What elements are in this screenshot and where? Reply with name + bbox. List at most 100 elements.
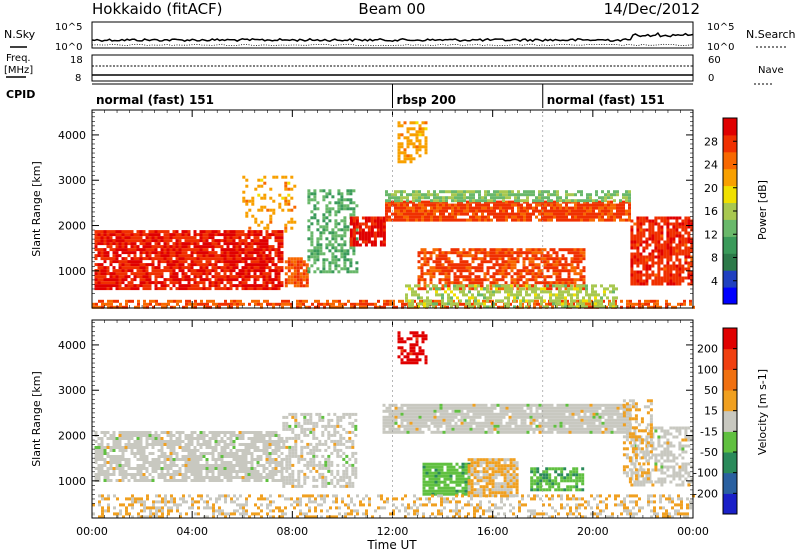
heatmap-cell-r0-47 xyxy=(100,275,104,279)
heatmap-cell-r0-668 xyxy=(211,245,215,249)
heatmap-cell-r7-56 xyxy=(435,254,439,258)
heatmap-cell-r5-344 xyxy=(550,206,553,210)
heatmap-cell-r3-50 xyxy=(316,243,320,247)
heatmap-cell-r11-256 xyxy=(576,293,579,297)
heatmap-cell-r0-64 xyxy=(103,272,107,276)
heatmap-cell-r5-473 xyxy=(610,209,613,213)
heatmap-cell-r0-248 xyxy=(136,260,140,264)
heatmap-cell-r9-59 xyxy=(639,222,643,226)
heatmap-cell-r0-771 xyxy=(229,260,233,264)
heatmap-cell-r0-466 xyxy=(205,440,209,443)
heatmap-cell-r0-16 xyxy=(97,449,101,452)
heatmap-cell-r0-77 xyxy=(112,440,116,443)
heatmap-cell-r0-446 xyxy=(172,251,176,255)
heatmap-cell-r5-319 xyxy=(538,209,541,213)
heatmap-cell-r9-203 xyxy=(663,243,667,247)
heatmap-cell-r7-287 xyxy=(501,269,505,273)
heatmap-cell-r6-112 xyxy=(493,190,496,194)
heatmap-cell-r0-804 xyxy=(235,251,239,255)
heatmap-cell-r7-556 xyxy=(579,272,583,276)
heatmap-cell-r0-114 xyxy=(112,275,116,279)
heatmap-cell-r0-481 xyxy=(178,251,182,255)
heatmap-cell-r9-187 xyxy=(660,237,664,241)
heatmap-cell-r10-360 xyxy=(683,299,686,303)
heatmap-cell-r1-15 xyxy=(251,202,255,206)
heatmap-cell-r0-735 xyxy=(223,260,227,264)
heatmap-cell-r0-4 xyxy=(94,449,98,452)
heatmap-cell-r7-503 xyxy=(564,266,568,270)
heatmap-cell-r3-66 xyxy=(319,270,323,274)
freq-panel-frame xyxy=(91,54,694,82)
heatmap-cell-r0-904 xyxy=(253,248,257,252)
heatmap-cell-r9-344 xyxy=(684,261,688,265)
heatmap-cell-r5-273 xyxy=(514,203,517,207)
heatmap-cell-r10-189 xyxy=(392,299,395,303)
heatmap-cell-r9-58 xyxy=(639,219,643,223)
heatmap-cell-r0-332 xyxy=(172,464,176,467)
heatmap-cell-r0-388 xyxy=(187,449,191,452)
heatmap-cell-r0-197 xyxy=(139,470,143,473)
heatmap-cell-r3-218 xyxy=(349,270,353,274)
heatmap-cell-r0-87 xyxy=(109,233,113,237)
heatmap-cell-r0-796 xyxy=(232,278,236,282)
heatmap-cell-r1-51 xyxy=(278,193,282,197)
heatmap-cell-r0-962 xyxy=(262,266,266,270)
heatmap-cell-r9-244 xyxy=(669,243,673,247)
heatmap-cell-r0-50 xyxy=(103,479,107,482)
heatmap-cell-r7-443 xyxy=(546,266,550,270)
heatmap-cell-r3-80 xyxy=(322,267,326,271)
heatmap-cell-r2-63 xyxy=(305,278,309,282)
heatmap-cell-r0-238 xyxy=(151,440,155,443)
heatmap-cell-r0-61 xyxy=(106,476,110,479)
heatmap-cell-r11-179 xyxy=(528,293,531,297)
heatmap-cell-r0-204 xyxy=(142,449,146,452)
heatmap-cell-r0-140 xyxy=(127,437,131,440)
heatmap-cell-r5-18 xyxy=(394,203,397,207)
heatmap-cell-r7-43 xyxy=(429,275,433,279)
heatmap-cell-r0-58 xyxy=(106,467,110,470)
heatmap-cell-r3-55 xyxy=(316,258,320,262)
heatmap-cell-r5-236 xyxy=(496,212,499,216)
heatmap-cell-r3-107 xyxy=(328,261,332,265)
heatmap-cell-r0-244 xyxy=(151,464,155,467)
heatmap-cell-r11-269 xyxy=(582,302,585,306)
heatmap-cell-r0-628 xyxy=(202,287,206,291)
heatmap-cell-r3-182 xyxy=(343,240,347,244)
heatmap-cell-r10-70 xyxy=(200,302,203,306)
heatmap-cell-r0-827 xyxy=(238,272,242,276)
heatmap-cell-r0-151 xyxy=(118,281,122,285)
heatmap-cell-r0-211 xyxy=(142,473,146,476)
heatmap-cell-r7-486 xyxy=(558,275,562,279)
heatmap-cell-r9-21 xyxy=(633,234,637,238)
heatmap-cell-r0-522 xyxy=(184,272,188,276)
heatmap-cell-r0-422 xyxy=(166,284,170,288)
heatmap-cell-r5-411 xyxy=(580,218,583,222)
heatmap-cell-r3-230 xyxy=(352,252,356,256)
heatmap-cell-r0-346 xyxy=(175,473,179,476)
heatmap-cell-r7-55 xyxy=(435,248,439,252)
heatmap-cell-r0-164 xyxy=(121,263,125,267)
heatmap-cell-r7-309 xyxy=(507,263,511,267)
heatmap-cell-r5-471 xyxy=(610,203,613,207)
heatmap-cell-r0-352 xyxy=(154,272,158,276)
heatmap-cell-r5-70 xyxy=(415,218,418,222)
heatmap-cell-r5-153 xyxy=(454,215,457,219)
heatmap-cell-r7-301 xyxy=(504,275,508,279)
heatmap-cell-r0-890 xyxy=(250,254,254,258)
heatmap-cell-r0-669 xyxy=(250,467,254,470)
heatmap-cell-r3-112 xyxy=(331,207,335,211)
heatmap-cell-r0-767 xyxy=(229,248,233,252)
heatmap-cell-r0-967 xyxy=(262,281,266,285)
heatmap-cell-r0-915 xyxy=(253,284,257,288)
heatmap-cell-r11-216 xyxy=(555,299,558,303)
heatmap-cell-r0-507 xyxy=(214,446,218,449)
heatmap-cell-r7-100 xyxy=(447,266,451,270)
heatmap-cell-r0-397 xyxy=(190,431,194,434)
heatmap-cell-r5-314 xyxy=(535,206,538,210)
heatmap-cell-r5-436 xyxy=(592,212,595,216)
heatmap-cell-r5-285 xyxy=(520,206,523,210)
heatmap-cell-r7-49 xyxy=(432,266,436,270)
heatmap-cell-r7-324 xyxy=(510,281,514,285)
heatmap-cell-r0-726 xyxy=(223,230,227,234)
heatmap-cell-r0-543 xyxy=(223,434,227,437)
